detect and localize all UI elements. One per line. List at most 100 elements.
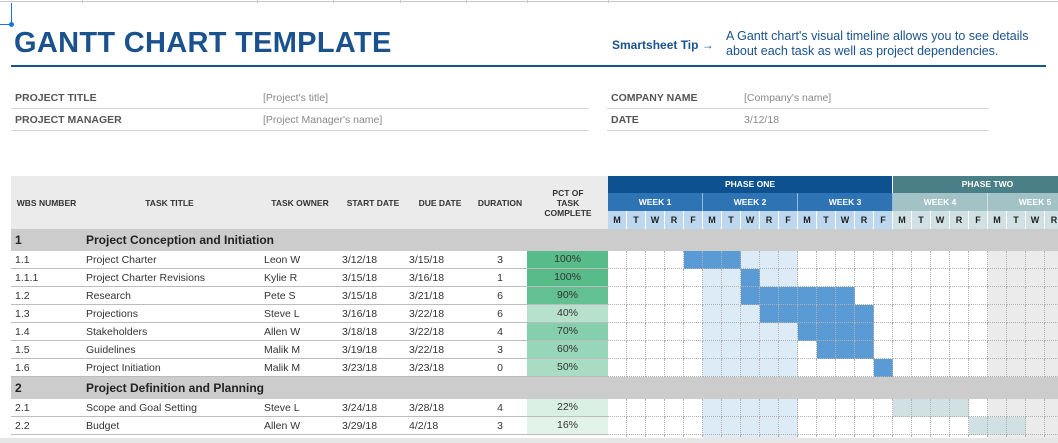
gantt-cell[interactable]	[874, 287, 893, 305]
gantt-cell[interactable]	[779, 341, 798, 359]
gantt-cell[interactable]	[627, 269, 646, 287]
task-due-date[interactable]: 3/15/18	[409, 254, 445, 266]
gantt-bar-segment[interactable]	[703, 251, 722, 269]
task-duration[interactable]: 6	[497, 290, 503, 302]
gantt-cell[interactable]	[874, 399, 893, 417]
gantt-bar-segment[interactable]	[779, 305, 798, 323]
gantt-cell[interactable]	[1045, 341, 1058, 359]
gantt-bar-segment[interactable]	[836, 287, 855, 305]
gantt-cell[interactable]	[627, 305, 646, 323]
gantt-cell[interactable]	[893, 359, 912, 377]
gantt-cell[interactable]	[874, 323, 893, 341]
gantt-cell[interactable]	[950, 305, 969, 323]
gantt-cell[interactable]	[1045, 359, 1058, 377]
gantt-cell[interactable]	[646, 417, 665, 435]
gantt-cell[interactable]	[836, 269, 855, 287]
task-title[interactable]: Project Charter Revisions	[86, 272, 206, 284]
phase-header[interactable]: PHASE TWO	[893, 176, 1058, 193]
task-pct-complete[interactable]: 70%	[527, 323, 608, 340]
gantt-bar-segment[interactable]	[1007, 417, 1026, 435]
gantt-cell[interactable]	[684, 341, 703, 359]
gantt-cell[interactable]	[855, 251, 874, 269]
task-duration[interactable]: 6	[497, 308, 503, 320]
gantt-cell[interactable]	[988, 359, 1007, 377]
week-header[interactable]: WEEK 4	[893, 193, 988, 211]
task-wbs[interactable]: 1.3	[15, 308, 30, 320]
column-header-due-date[interactable]: DUE DATE	[418, 197, 462, 208]
gantt-cell[interactable]	[874, 251, 893, 269]
gantt-cell[interactable]	[684, 417, 703, 435]
task-owner[interactable]: Allen W	[264, 326, 301, 338]
gantt-cell[interactable]	[931, 417, 950, 435]
gantt-bar-segment[interactable]	[855, 305, 874, 323]
gantt-cell[interactable]	[665, 251, 684, 269]
gantt-cell[interactable]	[627, 251, 646, 269]
gantt-bar-segment[interactable]	[817, 341, 836, 359]
gantt-bar-segment[interactable]	[931, 399, 950, 417]
gantt-cell[interactable]	[627, 287, 646, 305]
gantt-cell[interactable]	[931, 323, 950, 341]
gantt-cell[interactable]	[817, 399, 836, 417]
task-title[interactable]: Guidelines	[86, 344, 136, 356]
task-due-date[interactable]: 3/21/18	[409, 290, 445, 302]
gantt-cell[interactable]	[988, 305, 1007, 323]
gantt-cell[interactable]	[608, 269, 627, 287]
task-row[interactable]: 1.2 Research Pete S 3/15/18 3/21/18 6 90%	[11, 287, 608, 305]
cell-selection-cursor[interactable]	[11, 3, 12, 25]
gantt-cell[interactable]	[988, 323, 1007, 341]
task-pct-complete[interactable]: 16%	[527, 417, 608, 434]
task-owner[interactable]: Kylie R	[264, 272, 298, 284]
gantt-cell[interactable]	[1026, 417, 1045, 435]
gantt-cell[interactable]	[874, 417, 893, 435]
task-start-date[interactable]: 3/29/18	[342, 420, 378, 432]
gantt-cell[interactable]	[779, 399, 798, 417]
gantt-cell[interactable]	[950, 341, 969, 359]
gantt-cell[interactable]	[836, 359, 855, 377]
gantt-cell[interactable]	[722, 323, 741, 341]
gantt-cell[interactable]	[950, 323, 969, 341]
task-row[interactable]: 1.4 Stakeholders Allen W 3/18/18 3/22/18 4 70%	[11, 323, 608, 341]
selection-handle-icon[interactable]	[9, 22, 14, 27]
gantt-cell[interactable]	[646, 269, 665, 287]
gantt-cell[interactable]	[665, 287, 684, 305]
gantt-cell[interactable]	[1007, 269, 1026, 287]
gantt-cell[interactable]	[855, 269, 874, 287]
week-header[interactable]: WEEK 1	[608, 193, 703, 211]
task-start-date[interactable]: 3/23/18	[342, 362, 378, 374]
gantt-cell[interactable]	[684, 359, 703, 377]
task-row[interactable]: 1.1.1 Project Charter Revisions Kylie R 3/1…	[11, 269, 608, 287]
task-title[interactable]: Projections	[86, 308, 138, 320]
gantt-cell[interactable]	[1045, 399, 1058, 417]
gantt-cell[interactable]	[1026, 359, 1045, 377]
gantt-cell[interactable]	[684, 323, 703, 341]
task-owner[interactable]: Steve L	[264, 402, 300, 414]
gantt-cell[interactable]	[817, 417, 836, 435]
gantt-cell[interactable]	[1007, 251, 1026, 269]
gantt-cell[interactable]	[665, 341, 684, 359]
gantt-cell[interactable]	[608, 417, 627, 435]
gantt-cell[interactable]	[1026, 323, 1045, 341]
gantt-cell[interactable]	[988, 341, 1007, 359]
task-start-date[interactable]: 3/15/18	[342, 272, 378, 284]
gantt-cell[interactable]	[912, 305, 931, 323]
gantt-cell[interactable]	[931, 251, 950, 269]
horizontal-scrollbar[interactable]	[0, 438, 1058, 443]
task-title[interactable]: Research	[86, 290, 131, 302]
gantt-cell[interactable]	[722, 341, 741, 359]
gantt-cell[interactable]	[893, 341, 912, 359]
gantt-cell[interactable]	[703, 341, 722, 359]
gantt-cell[interactable]	[931, 341, 950, 359]
week-header[interactable]: WEEK 2	[703, 193, 798, 211]
gantt-cell[interactable]	[912, 417, 931, 435]
gantt-cell[interactable]	[1026, 287, 1045, 305]
task-row[interactable]: 1.3 Projections Steve L 3/16/18 3/22/18 6 40%	[11, 305, 608, 323]
date-value[interactable]: 3/12/18	[744, 114, 780, 126]
gantt-cell[interactable]	[912, 323, 931, 341]
gantt-cell[interactable]	[665, 305, 684, 323]
gantt-cell[interactable]	[988, 251, 1007, 269]
gantt-cell[interactable]	[988, 399, 1007, 417]
gantt-cell[interactable]	[684, 399, 703, 417]
gantt-cell[interactable]	[950, 359, 969, 377]
gantt-cell[interactable]	[1045, 287, 1058, 305]
gantt-cell[interactable]	[893, 323, 912, 341]
